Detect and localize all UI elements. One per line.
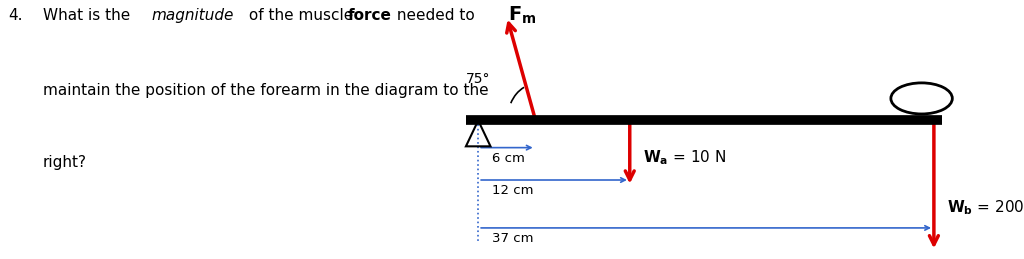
Text: magnitude: magnitude: [152, 8, 233, 23]
Text: 4.: 4.: [8, 8, 23, 23]
Text: of the muscle: of the muscle: [244, 8, 357, 23]
Text: 6 cm: 6 cm: [492, 152, 524, 164]
Text: $\mathbf{F_m}$: $\mathbf{F_m}$: [508, 5, 537, 26]
Text: maintain the position of the forearm in the diagram to the: maintain the position of the forearm in …: [43, 83, 488, 98]
Text: 12 cm: 12 cm: [492, 184, 534, 197]
Text: 37 cm: 37 cm: [492, 232, 534, 245]
Text: What is the: What is the: [43, 8, 135, 23]
Text: $\mathbf{W_b}$ = 200 N: $\mathbf{W_b}$ = 200 N: [947, 198, 1024, 217]
Text: right?: right?: [43, 155, 87, 170]
Text: $\mathbf{W_a}$ = 10 N: $\mathbf{W_a}$ = 10 N: [643, 149, 726, 167]
Text: needed to: needed to: [392, 8, 475, 23]
Text: force: force: [348, 8, 392, 23]
Text: 75°: 75°: [466, 72, 490, 86]
